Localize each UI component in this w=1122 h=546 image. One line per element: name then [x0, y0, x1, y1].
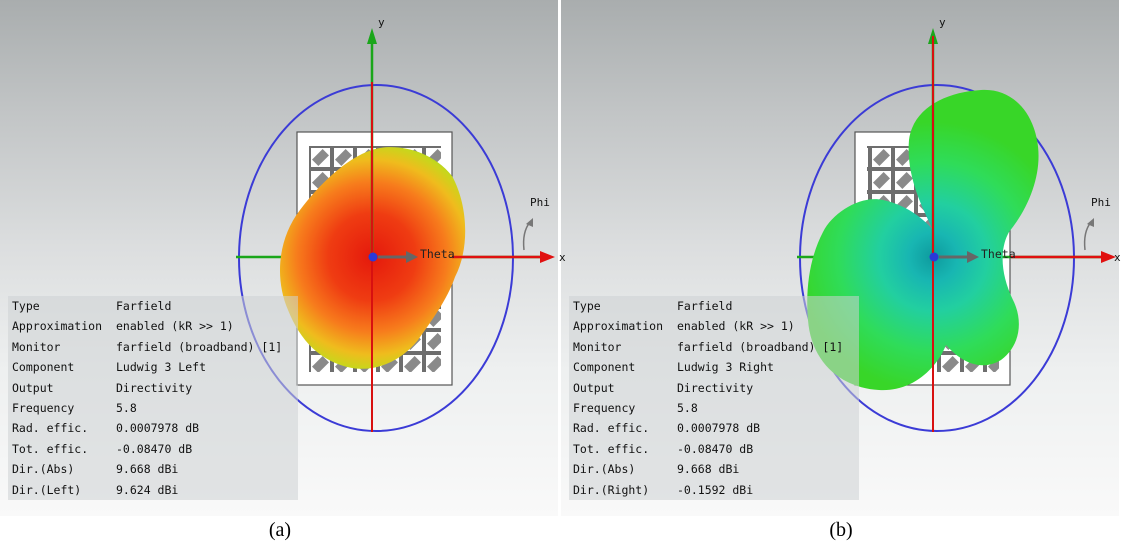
info-value: Ludwig 3 Left — [116, 360, 207, 375]
origin-marker-icon — [929, 252, 939, 262]
x-axis-arrow-icon — [540, 251, 555, 263]
farfield-view-right[interactable]: y Phi Theta Type Farfield Approximation en… — [561, 0, 1119, 516]
info-row: Type Farfield — [8, 296, 298, 316]
info-value: -0.1592 dBi — [677, 482, 754, 497]
info-key: Dir.(Abs) — [12, 462, 75, 477]
info-row: Dir.(Left) 9.624 dBi — [8, 480, 298, 500]
info-value: 0.0007978 dB — [677, 421, 761, 436]
info-row: Approximation enabled (kR >> 1) — [569, 316, 859, 336]
info-row: Rad. effic. 0.0007978 dB — [569, 418, 859, 438]
info-key: Monitor — [12, 339, 61, 354]
info-value: -0.08470 dB — [677, 441, 754, 456]
info-row: Frequency 5.8 — [569, 398, 859, 418]
info-value: Directivity — [677, 380, 754, 395]
info-row: Component Ludwig 3 Left — [8, 357, 298, 377]
info-key: Dir.(Right) — [573, 482, 650, 497]
theta-label: Theta — [420, 247, 455, 261]
theta-arrow-icon — [939, 251, 979, 263]
info-value: -0.08470 dB — [116, 441, 193, 456]
info-value: enabled (kR >> 1) — [677, 319, 795, 334]
info-row: Output Directivity — [569, 378, 859, 398]
info-value: 5.8 — [116, 400, 137, 415]
info-row: Dir.(Right) -0.1592 dBi — [569, 480, 859, 500]
info-key: Dir.(Left) — [12, 482, 82, 497]
info-key: Approximation — [573, 319, 664, 334]
info-value: 0.0007978 dB — [116, 421, 200, 436]
info-row: Frequency 5.8 — [8, 398, 298, 418]
info-key: Dir.(Abs) — [573, 462, 636, 477]
info-row: Monitor farfield (broadband) [1] — [8, 337, 298, 357]
info-value: Farfield — [116, 299, 172, 313]
farfield-info-table: Type Farfield Approximation enabled (kR >>… — [8, 296, 298, 500]
y-axis-arrow-icon — [367, 28, 377, 44]
info-value: farfield (broadband) [1] — [116, 339, 283, 354]
caption-a: (a) — [268, 519, 292, 541]
radiation-pattern-3d — [807, 89, 1039, 391]
phi-label: Phi — [1091, 196, 1111, 209]
info-key: Component — [12, 360, 75, 375]
info-row: Component Ludwig 3 Right — [569, 357, 859, 377]
info-row: Dir.(Abs) 9.668 dBi — [569, 459, 859, 479]
phi-arrow-icon — [1083, 218, 1094, 251]
info-value: 9.668 dBi — [677, 462, 740, 477]
info-value: 9.624 dBi — [116, 482, 179, 497]
farfield-scene-a[interactable]: y Phi Theta — [0, 0, 558, 516]
theta-arrow-icon — [378, 251, 418, 263]
origin-marker-icon — [368, 252, 378, 262]
farfield-info-table: Type Farfield Approximation enabled (kR >>… — [569, 296, 859, 500]
info-key: Type — [12, 299, 40, 313]
info-row: Dir.(Abs) 9.668 dBi — [8, 459, 298, 479]
farfield-scene-b[interactable]: y Phi Theta — [561, 0, 1119, 516]
info-value: farfield (broadband) [1] — [677, 339, 844, 354]
y-axis-label: y — [378, 16, 385, 29]
info-key: Tot. effic. — [12, 441, 89, 456]
info-value: 9.668 dBi — [116, 462, 179, 477]
info-row: Type Farfield — [569, 296, 859, 316]
info-key: Output — [12, 380, 54, 395]
info-key: Tot. effic. — [573, 441, 650, 456]
info-value: 5.8 — [677, 400, 698, 415]
info-value: Directivity — [116, 380, 193, 395]
info-key: Frequency — [573, 400, 636, 415]
farfield-view-left[interactable]: y Phi Theta Type Farfield Approximation en… — [0, 0, 558, 516]
info-key: Monitor — [573, 339, 622, 354]
phi-arrow-icon — [522, 218, 533, 251]
info-row: Approximation enabled (kR >> 1) — [8, 316, 298, 336]
info-row: Rad. effic. 0.0007978 dB — [8, 418, 298, 438]
info-key: Frequency — [12, 400, 75, 415]
info-row: Output Directivity — [8, 378, 298, 398]
info-key: Component — [573, 360, 636, 375]
phi-label: Phi — [530, 196, 550, 209]
info-value: Ludwig 3 Right — [677, 360, 774, 375]
info-value: enabled (kR >> 1) — [116, 319, 234, 334]
caption-b: (b) — [829, 519, 853, 541]
info-key: Rad. effic. — [12, 421, 89, 436]
info-key: Output — [573, 380, 615, 395]
info-row: Tot. effic. -0.08470 dB — [569, 439, 859, 459]
y-axis-label: y — [939, 16, 946, 29]
info-row: Tot. effic. -0.08470 dB — [8, 439, 298, 459]
info-key: Type — [573, 299, 601, 313]
info-key: Rad. effic. — [573, 421, 650, 436]
info-value: Farfield — [677, 299, 733, 313]
x-axis-arrow-icon — [1101, 251, 1116, 263]
info-row: Monitor farfield (broadband) [1] — [569, 337, 859, 357]
info-key: Approximation — [12, 319, 103, 334]
theta-label: Theta — [981, 247, 1016, 261]
